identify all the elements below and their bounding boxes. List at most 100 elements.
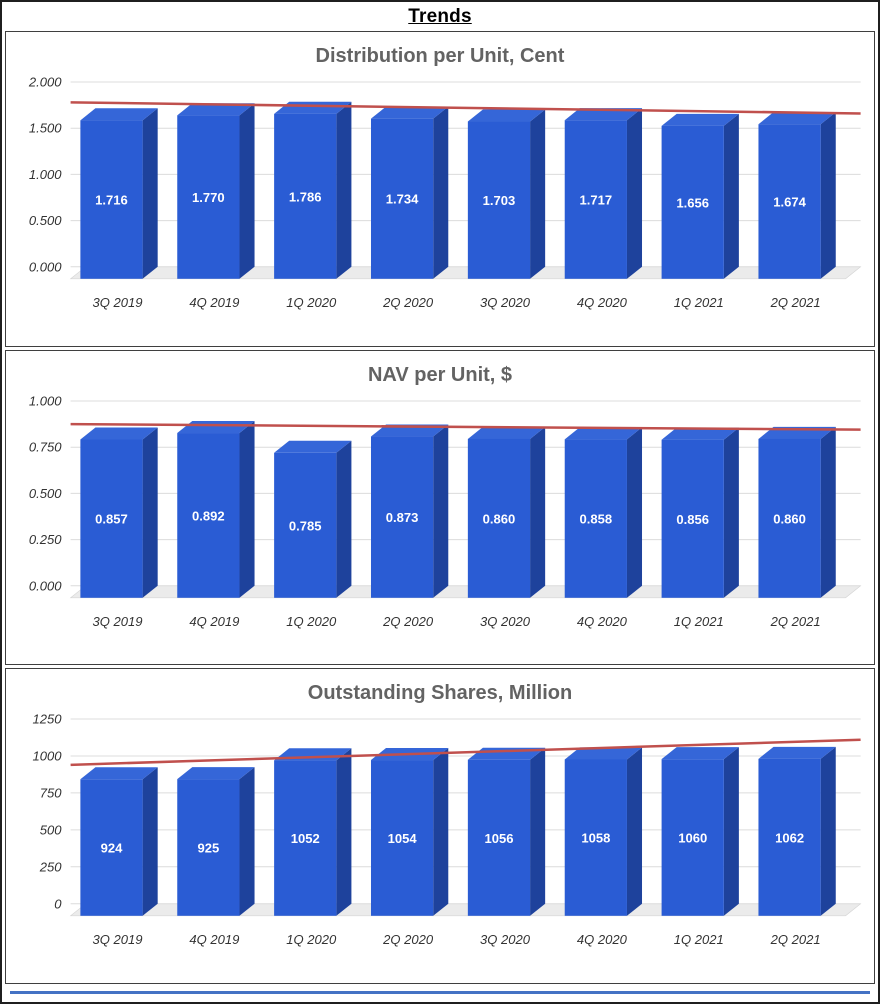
bar-side-face <box>433 748 449 917</box>
x-axis-label: 2Q 2021 <box>770 295 821 310</box>
bar-value-label: 1.716 <box>95 193 128 208</box>
bar-front-face <box>177 779 240 917</box>
y-tick-label: 2.000 <box>28 75 62 90</box>
bar-top-face <box>80 108 158 121</box>
distribution-per-unit-chart: 0.000 0.500 1.000 1.500 2.000 1.716 3Q 2019 1.7… <box>6 70 874 346</box>
bar-top-face <box>758 747 836 760</box>
bar-top-face <box>564 747 643 760</box>
bar: 1.674 <box>758 112 836 279</box>
bar: 0.860 <box>758 426 836 598</box>
bar: 1062 <box>758 747 836 917</box>
bar-side-face <box>723 113 739 279</box>
bar-front-face <box>467 760 531 917</box>
bar-top-face <box>370 106 449 119</box>
x-axis-label: 4Q 2019 <box>189 932 239 947</box>
page-title: Trends <box>408 6 472 27</box>
bar-top-face <box>467 109 546 122</box>
bar-front-face <box>370 436 434 598</box>
bar: 1.656 <box>661 113 739 279</box>
chart-title-nav: NAV per Unit, $ <box>367 363 513 386</box>
bar: 1.786 <box>274 101 352 279</box>
bar-front-face <box>758 759 821 917</box>
y-tick-label: 0.000 <box>29 578 62 593</box>
x-axis-label: 2Q 2021 <box>770 614 821 629</box>
bar-top-face <box>661 113 739 126</box>
bar-value-label: 1.717 <box>580 193 613 208</box>
y-tick-label: 0.500 <box>29 486 62 501</box>
bar-value-label: 0.856 <box>676 511 709 526</box>
bar-top-face <box>661 427 739 440</box>
x-axis-label: 4Q 2020 <box>577 295 628 310</box>
bar-side-face <box>239 767 255 917</box>
chart-svg: 0 250 500 750 1000 1250 924 3Q 2019 925 4Q 2019 10… <box>33 712 862 947</box>
x-axis-label: 3Q 2020 <box>480 932 531 947</box>
x-axis-label: 2Q 2020 <box>382 932 434 947</box>
bar-side-face <box>239 103 255 279</box>
bar-value-label: 1062 <box>775 831 804 846</box>
chart-title-shares: Outstanding Shares, Million <box>307 682 573 705</box>
bar-side-face <box>142 767 158 917</box>
bar-front-face <box>661 759 724 917</box>
bar-front-face <box>564 120 627 279</box>
bar: 0.857 <box>80 427 158 598</box>
bar-front-face <box>661 125 724 279</box>
x-axis-label: 4Q 2020 <box>577 932 628 947</box>
bar-front-face <box>564 759 627 917</box>
y-tick-label: 0.000 <box>29 259 62 274</box>
x-axis-label: 3Q 2019 <box>93 932 143 947</box>
panel-outstanding-shares: Outstanding Shares, Million 0 250 500 750 10… <box>5 668 875 985</box>
y-tick-label: 0.500 <box>29 213 62 228</box>
bar-front-face <box>80 120 143 279</box>
bar-front-face <box>564 438 627 598</box>
chart-svg: 0.000 0.250 0.500 0.750 1.000 0.857 3Q 2019 0.8… <box>29 393 862 629</box>
bar-front-face <box>274 760 337 917</box>
bar-side-face <box>433 106 449 279</box>
report-header: Trends <box>5 2 875 31</box>
x-axis-label: 3Q 2020 <box>480 614 531 629</box>
bar: 924 <box>80 767 158 917</box>
x-axis-label: 3Q 2019 <box>93 614 143 629</box>
bar-side-face <box>723 427 739 598</box>
x-axis-label: 2Q 2020 <box>382 295 434 310</box>
x-axis-label: 1Q 2021 <box>674 295 724 310</box>
bar-front-face <box>370 118 434 279</box>
bar: 0.860 <box>467 426 546 598</box>
trendline <box>70 422 861 431</box>
bar: 1.716 <box>80 108 158 279</box>
bar-value-label: 1058 <box>581 831 610 846</box>
bar-value-label: 0.858 <box>580 511 613 526</box>
bar-value-label: 1.703 <box>483 193 516 208</box>
bar-value-label: 925 <box>197 841 219 856</box>
bar-front-face <box>80 779 143 917</box>
bar: 1.734 <box>370 106 449 279</box>
y-tick-label: 1250 <box>33 712 63 727</box>
y-tick-label: 1.000 <box>29 167 62 182</box>
bar-side-face <box>820 747 836 917</box>
x-axis-label: 4Q 2019 <box>189 614 239 629</box>
chart-svg: 0.000 0.500 1.000 1.500 2.000 1.716 3Q 2019 1.7… <box>28 75 862 310</box>
bar-front-face <box>274 113 337 279</box>
bar-side-face <box>142 427 158 598</box>
bar: 1060 <box>661 747 739 917</box>
bar: 0.858 <box>564 426 643 598</box>
bar-top-face <box>177 767 255 780</box>
bar-value-label: 1.674 <box>773 195 806 210</box>
bar-front-face <box>467 438 531 598</box>
y-tick-label: 750 <box>40 786 62 801</box>
bar-value-label: 0.857 <box>95 511 128 526</box>
bar-side-face <box>723 747 739 917</box>
x-axis-label: 1Q 2020 <box>286 614 337 629</box>
bar-side-face <box>626 747 643 917</box>
bar-side-face <box>530 109 546 279</box>
bar-value-label: 1060 <box>678 831 707 846</box>
bar-front-face <box>758 124 821 279</box>
x-axis-label: 4Q 2019 <box>189 295 239 310</box>
y-tick-label: 500 <box>40 823 62 838</box>
bar-top-face <box>564 426 643 439</box>
bar-value-label: 1054 <box>388 831 418 846</box>
bar-top-face <box>274 440 352 453</box>
bar-front-face <box>370 760 434 917</box>
bar-top-face <box>177 103 255 116</box>
bar-side-face <box>336 101 352 279</box>
